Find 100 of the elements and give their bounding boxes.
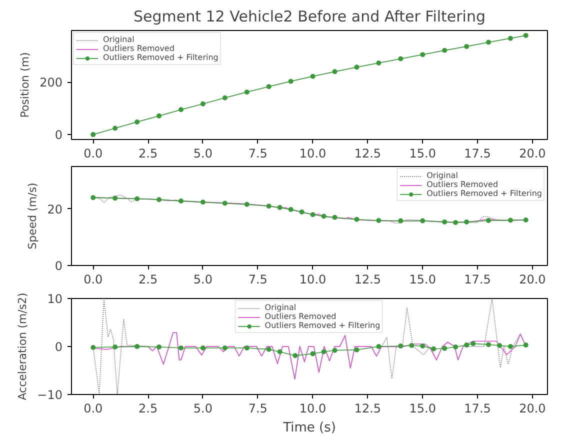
point bbox=[486, 40, 492, 45]
point bbox=[332, 214, 338, 220]
point bbox=[508, 36, 513, 41]
point bbox=[486, 218, 492, 224]
point bbox=[398, 218, 404, 224]
legend-label: Outliers Removed + Filtering bbox=[264, 321, 380, 330]
x-tick-label: 5.0 bbox=[193, 272, 213, 286]
point bbox=[523, 342, 528, 348]
point bbox=[244, 345, 250, 350]
x-tick-label: 0.0 bbox=[84, 402, 103, 416]
x-tick-label: 2.5 bbox=[138, 272, 158, 286]
point bbox=[266, 204, 272, 209]
y-axis-title: Acceleration (m/s2) bbox=[16, 292, 30, 400]
point bbox=[299, 210, 304, 215]
point bbox=[292, 353, 298, 358]
point bbox=[376, 218, 382, 224]
point bbox=[244, 90, 250, 95]
x-tick-label: 17.5 bbox=[464, 272, 491, 286]
point bbox=[376, 60, 382, 66]
point bbox=[470, 341, 476, 346]
x-tick-label: 17.5 bbox=[464, 146, 491, 160]
point bbox=[178, 107, 184, 112]
point bbox=[310, 351, 316, 356]
point bbox=[354, 347, 360, 352]
point bbox=[431, 346, 436, 352]
x-tick-label: 2.5 bbox=[138, 402, 158, 416]
point bbox=[200, 200, 206, 205]
chart-title: Segment 12 Vehicle2 Before and After Filtering bbox=[133, 8, 486, 26]
point bbox=[453, 344, 458, 350]
point bbox=[453, 220, 458, 225]
point bbox=[112, 344, 118, 350]
x-tick-label: 0.0 bbox=[84, 272, 103, 286]
point bbox=[112, 196, 118, 201]
x-tick-label: 20.0 bbox=[519, 272, 546, 286]
point bbox=[332, 348, 338, 353]
point bbox=[497, 343, 502, 348]
point bbox=[398, 56, 404, 62]
x-tick-label: 12.5 bbox=[354, 146, 382, 160]
legend-label: Original bbox=[426, 171, 458, 180]
x-tick-label: 15.0 bbox=[409, 146, 436, 160]
x-tick-label: 10.0 bbox=[299, 146, 326, 160]
y-tick-label: 20 bbox=[47, 202, 63, 216]
point bbox=[134, 119, 140, 124]
point bbox=[508, 218, 513, 223]
point bbox=[464, 219, 470, 224]
point bbox=[442, 219, 448, 224]
legend-label: Outliers Removed bbox=[264, 312, 336, 321]
point bbox=[244, 202, 250, 207]
x-tick-label: 5.0 bbox=[193, 146, 213, 160]
x-tick-label: 12.5 bbox=[354, 402, 382, 416]
legend-label: Outliers Removed + Filtering bbox=[426, 189, 542, 198]
point bbox=[156, 344, 162, 350]
y-tick-label: −10 bbox=[37, 388, 63, 402]
x-tick-label: 10.0 bbox=[299, 402, 326, 416]
point bbox=[90, 132, 96, 138]
point bbox=[354, 64, 360, 70]
point bbox=[420, 218, 426, 224]
point bbox=[321, 349, 326, 354]
point bbox=[523, 217, 528, 222]
point bbox=[112, 126, 118, 131]
point bbox=[310, 74, 316, 79]
point bbox=[156, 113, 162, 118]
x-tick-label: 7.5 bbox=[248, 272, 268, 286]
point bbox=[464, 44, 470, 49]
x-tick-label: 15.0 bbox=[409, 402, 436, 416]
point bbox=[332, 69, 338, 74]
x-axis-title: Time (s) bbox=[282, 420, 336, 436]
point bbox=[222, 200, 228, 206]
x-tick-label: 7.5 bbox=[248, 402, 268, 416]
point bbox=[508, 344, 513, 349]
point bbox=[200, 101, 206, 106]
point bbox=[288, 207, 294, 212]
point bbox=[277, 349, 282, 354]
x-tick-label: 10.0 bbox=[299, 272, 326, 286]
legend-label: Original bbox=[103, 35, 134, 44]
legend-label: Outliers Removed + Filtering bbox=[103, 53, 218, 62]
y-tick-label: 0 bbox=[54, 128, 63, 142]
x-tick-label: 5.0 bbox=[193, 402, 213, 416]
x-tick-label: 20.0 bbox=[519, 146, 546, 160]
point bbox=[90, 344, 96, 350]
y-tick-label: 0 bbox=[54, 340, 63, 354]
point bbox=[156, 197, 162, 202]
point bbox=[288, 78, 294, 84]
point bbox=[178, 345, 184, 350]
point bbox=[409, 343, 414, 348]
point bbox=[134, 196, 140, 202]
legend-label: Outliers Removed bbox=[426, 180, 498, 189]
point bbox=[90, 195, 96, 200]
x-tick-label: 7.5 bbox=[248, 146, 268, 160]
point bbox=[376, 344, 382, 349]
point bbox=[321, 214, 326, 219]
point bbox=[178, 198, 184, 204]
x-tick-label: 12.5 bbox=[354, 272, 382, 286]
point bbox=[442, 346, 448, 351]
point bbox=[266, 84, 272, 90]
y-tick-label: 200 bbox=[40, 76, 62, 90]
point bbox=[134, 344, 140, 349]
legend-label: Original bbox=[264, 303, 296, 312]
point bbox=[266, 346, 272, 352]
point bbox=[398, 344, 404, 349]
